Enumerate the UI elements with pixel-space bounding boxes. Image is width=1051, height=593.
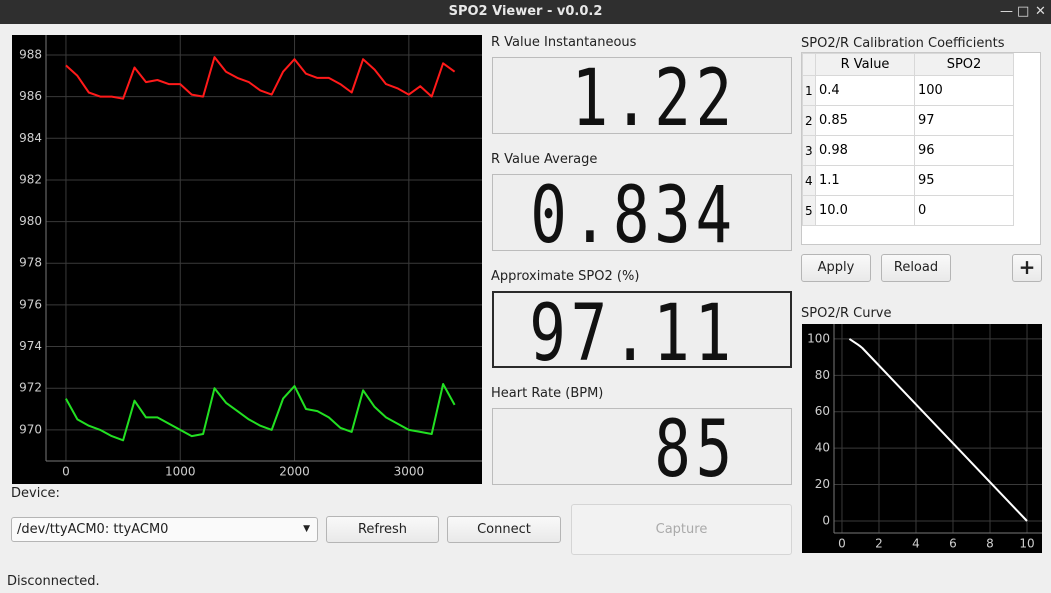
- lcd-value: 97.11: [529, 291, 736, 368]
- x-tick-label: 2: [875, 537, 883, 551]
- plot-background: [802, 324, 1042, 553]
- table-cell[interactable]: 97: [914, 105, 1014, 136]
- curve-title: SPO2/R Curve: [801, 306, 892, 321]
- row-number: 5: [802, 195, 816, 226]
- minimize-button[interactable]: —: [1000, 4, 1013, 19]
- connect-button[interactable]: Connect: [447, 516, 561, 543]
- table-row: 3 0.98 96: [802, 135, 1014, 166]
- y-tick-label: 80: [815, 368, 830, 382]
- x-tick-label: 10: [1019, 537, 1034, 551]
- lcd-value: 0.834: [530, 174, 737, 251]
- lcd-display: 97.11: [492, 291, 792, 368]
- apply-button[interactable]: Apply: [801, 254, 871, 282]
- table-row: 5 10.0 0: [802, 195, 1014, 226]
- maximize-button[interactable]: □: [1017, 4, 1030, 19]
- status-text: Disconnected.: [7, 574, 100, 589]
- display-label: R Value Instantaneous: [491, 35, 637, 50]
- y-tick-label: 970: [19, 422, 42, 436]
- y-tick-label: 988: [19, 47, 42, 61]
- curve-plot: 0 20 40 60 80 100 0 2 4 6 8 10: [802, 324, 1042, 553]
- display-label: Approximate SPO2 (%): [491, 269, 640, 284]
- column-header: R Value: [815, 53, 915, 76]
- calibration-title: SPO2/R Calibration Coefficients: [801, 36, 1005, 51]
- table-cell[interactable]: 0.85: [815, 105, 915, 136]
- row-number: 3: [802, 135, 816, 166]
- capture-button[interactable]: Capture: [571, 504, 792, 555]
- table-row: 1 0.4 100: [802, 75, 1014, 106]
- y-tick-label: 40: [815, 441, 830, 455]
- x-tick-label: 6: [949, 537, 957, 551]
- y-tick-label: 972: [19, 381, 42, 395]
- add-button[interactable]: +: [1012, 254, 1042, 282]
- reload-button[interactable]: Reload: [881, 254, 951, 282]
- y-tick-label: 0: [822, 513, 830, 527]
- x-tick-label: 0: [838, 537, 846, 551]
- x-tick-label: 2000: [279, 465, 310, 479]
- lcd-display: 0.834: [492, 174, 792, 251]
- header-row: R Value SPO2: [802, 53, 1014, 76]
- refresh-button[interactable]: Refresh: [326, 516, 439, 543]
- table-cell[interactable]: 0.98: [815, 135, 915, 166]
- waveform-plot: 970 972 974 976 978 980 982 984 986 988 0 1000 2000 3…: [12, 35, 482, 484]
- row-number: 2: [802, 105, 816, 136]
- table-cell[interactable]: 95: [914, 165, 1014, 196]
- lcd-display: 1.22: [492, 57, 792, 134]
- table-cell[interactable]: 0.4: [815, 75, 915, 106]
- y-tick-label: 978: [19, 256, 42, 270]
- plot-background: [12, 35, 482, 484]
- x-tick-label: 8: [986, 537, 994, 551]
- data-line: [65, 383, 456, 442]
- lcd-value: 1.22: [571, 57, 737, 134]
- close-button[interactable]: ✕: [1035, 4, 1046, 19]
- table-cell[interactable]: 100: [914, 75, 1014, 106]
- row-number: 4: [802, 165, 816, 196]
- table-row: 2 0.85 97: [802, 105, 1014, 136]
- y-tick-label: 60: [815, 404, 830, 418]
- x-tick-label: 4: [912, 537, 920, 551]
- column-header: SPO2: [914, 53, 1014, 76]
- table-cell[interactable]: 10.0: [815, 195, 915, 226]
- window-title: SPO2 Viewer - v0.0.2: [0, 0, 1051, 24]
- y-tick-label: 982: [19, 172, 42, 186]
- corner-cell: [802, 53, 816, 76]
- data-line: [848, 338, 1028, 522]
- table-cell[interactable]: 1.1: [815, 165, 915, 196]
- device-label: Device:: [11, 486, 60, 501]
- device-select[interactable]: /dev/ttyACM0: ttyACM0 ▼: [11, 517, 318, 542]
- calibration-table-frame: R Value SPO2 1 0.4 100 2 0.85 97 3 0.98 96 4 1.1 95 5 1…: [801, 52, 1041, 245]
- table-cell[interactable]: 0: [914, 195, 1014, 226]
- table-row: 4 1.1 95: [802, 165, 1014, 196]
- lcd-value: 85: [654, 408, 737, 485]
- y-tick-label: 980: [19, 214, 42, 228]
- y-tick-label: 20: [815, 477, 830, 491]
- y-tick-label: 984: [19, 131, 42, 145]
- dropdown-arrow: ▼: [303, 524, 310, 534]
- device-selected: /dev/ttyACM0: ttyACM0: [17, 522, 169, 537]
- y-tick-label: 976: [19, 297, 42, 311]
- x-tick-label: 3000: [394, 465, 425, 479]
- table-cell[interactable]: 96: [914, 135, 1014, 166]
- row-number: 1: [802, 75, 816, 106]
- y-tick-label: 974: [19, 339, 42, 353]
- x-tick-label: 1000: [165, 465, 196, 479]
- data-line: [65, 56, 456, 100]
- y-tick-label: 100: [807, 331, 830, 345]
- lcd-display: 85: [492, 408, 792, 485]
- display-label: Heart Rate (BPM): [491, 386, 604, 401]
- y-tick-label: 986: [19, 89, 42, 103]
- calibration-table: R Value SPO2 1 0.4 100 2 0.85 97 3 0.98 96 4 1.1 95 5 1…: [802, 53, 1014, 226]
- display-label: R Value Average: [491, 152, 598, 167]
- x-tick-label: 0: [62, 465, 70, 479]
